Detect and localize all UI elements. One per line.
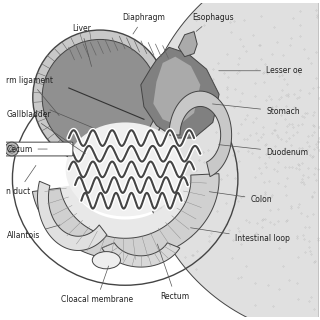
Circle shape — [42, 39, 158, 155]
Text: Rectum: Rectum — [157, 244, 190, 301]
Text: Esophagus: Esophagus — [192, 13, 234, 31]
Polygon shape — [37, 181, 107, 251]
Text: rm ligament: rm ligament — [6, 76, 59, 116]
Polygon shape — [169, 91, 232, 177]
Ellipse shape — [66, 123, 185, 216]
Text: Cloacal membrane: Cloacal membrane — [61, 266, 133, 304]
Ellipse shape — [92, 252, 120, 269]
Polygon shape — [32, 174, 219, 260]
Polygon shape — [141, 47, 219, 138]
Circle shape — [33, 30, 167, 165]
Polygon shape — [102, 243, 180, 267]
Ellipse shape — [90, 147, 107, 161]
Text: Liver: Liver — [72, 24, 92, 67]
Text: Gallbladder: Gallbladder — [6, 110, 85, 154]
Text: Lesser oe: Lesser oe — [219, 66, 302, 75]
Text: Duodenum: Duodenum — [219, 145, 308, 157]
Polygon shape — [153, 57, 200, 125]
Polygon shape — [178, 32, 197, 57]
Text: Stomach: Stomach — [212, 104, 300, 116]
Text: Cecum: Cecum — [6, 145, 47, 154]
Text: Diaphragm: Diaphragm — [123, 13, 165, 34]
Text: Intestinal loop: Intestinal loop — [190, 228, 290, 244]
Text: n duct: n duct — [6, 165, 36, 196]
FancyBboxPatch shape — [5, 142, 73, 156]
Text: Colon: Colon — [209, 192, 272, 204]
Polygon shape — [141, 0, 320, 320]
Polygon shape — [32, 174, 219, 260]
Text: Allantois: Allantois — [7, 225, 60, 240]
Circle shape — [5, 142, 19, 156]
